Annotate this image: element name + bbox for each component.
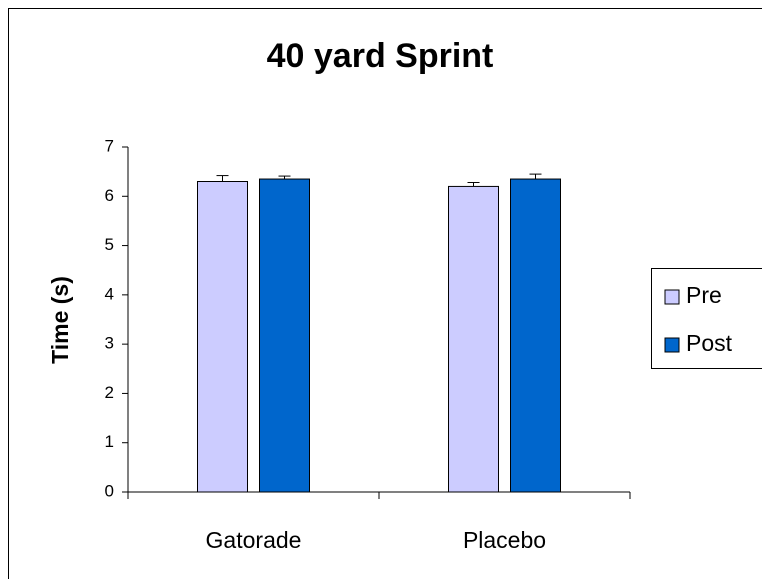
- bar: [511, 179, 561, 492]
- bar: [198, 182, 248, 493]
- y-tick-label: 3: [105, 334, 114, 353]
- legend-label: Post: [686, 330, 733, 356]
- y-tick-label: 2: [105, 383, 114, 402]
- x-tick-label: Placebo: [463, 527, 546, 553]
- y-tick-label: 4: [105, 284, 114, 303]
- legend-swatch: [665, 290, 679, 304]
- chart-title: 40 yard Sprint: [267, 37, 494, 75]
- y-tick-label: 5: [105, 235, 114, 254]
- y-tick-label: 0: [105, 481, 114, 500]
- y-tick-label: 1: [105, 432, 114, 451]
- x-tick-label: Gatorade: [206, 527, 302, 553]
- chart-border: [9, 9, 762, 580]
- bar: [449, 186, 499, 492]
- legend-swatch: [665, 338, 679, 352]
- y-tick-label: 6: [105, 186, 114, 205]
- bar: [260, 179, 310, 492]
- y-axis-label: Time (s): [47, 276, 73, 364]
- y-tick-label: 7: [105, 136, 114, 155]
- legend-label: Pre: [686, 282, 722, 308]
